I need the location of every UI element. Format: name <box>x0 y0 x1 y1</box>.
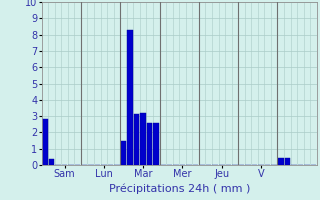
Bar <box>42 119 48 165</box>
Bar <box>121 141 126 165</box>
Bar <box>140 113 146 165</box>
X-axis label: Précipitations 24h ( mm ): Précipitations 24h ( mm ) <box>108 183 250 194</box>
Bar <box>278 158 284 165</box>
Bar <box>284 158 290 165</box>
Bar <box>127 30 133 165</box>
Bar <box>154 123 159 165</box>
Bar <box>134 114 140 165</box>
Bar <box>147 123 153 165</box>
Bar <box>49 159 54 165</box>
